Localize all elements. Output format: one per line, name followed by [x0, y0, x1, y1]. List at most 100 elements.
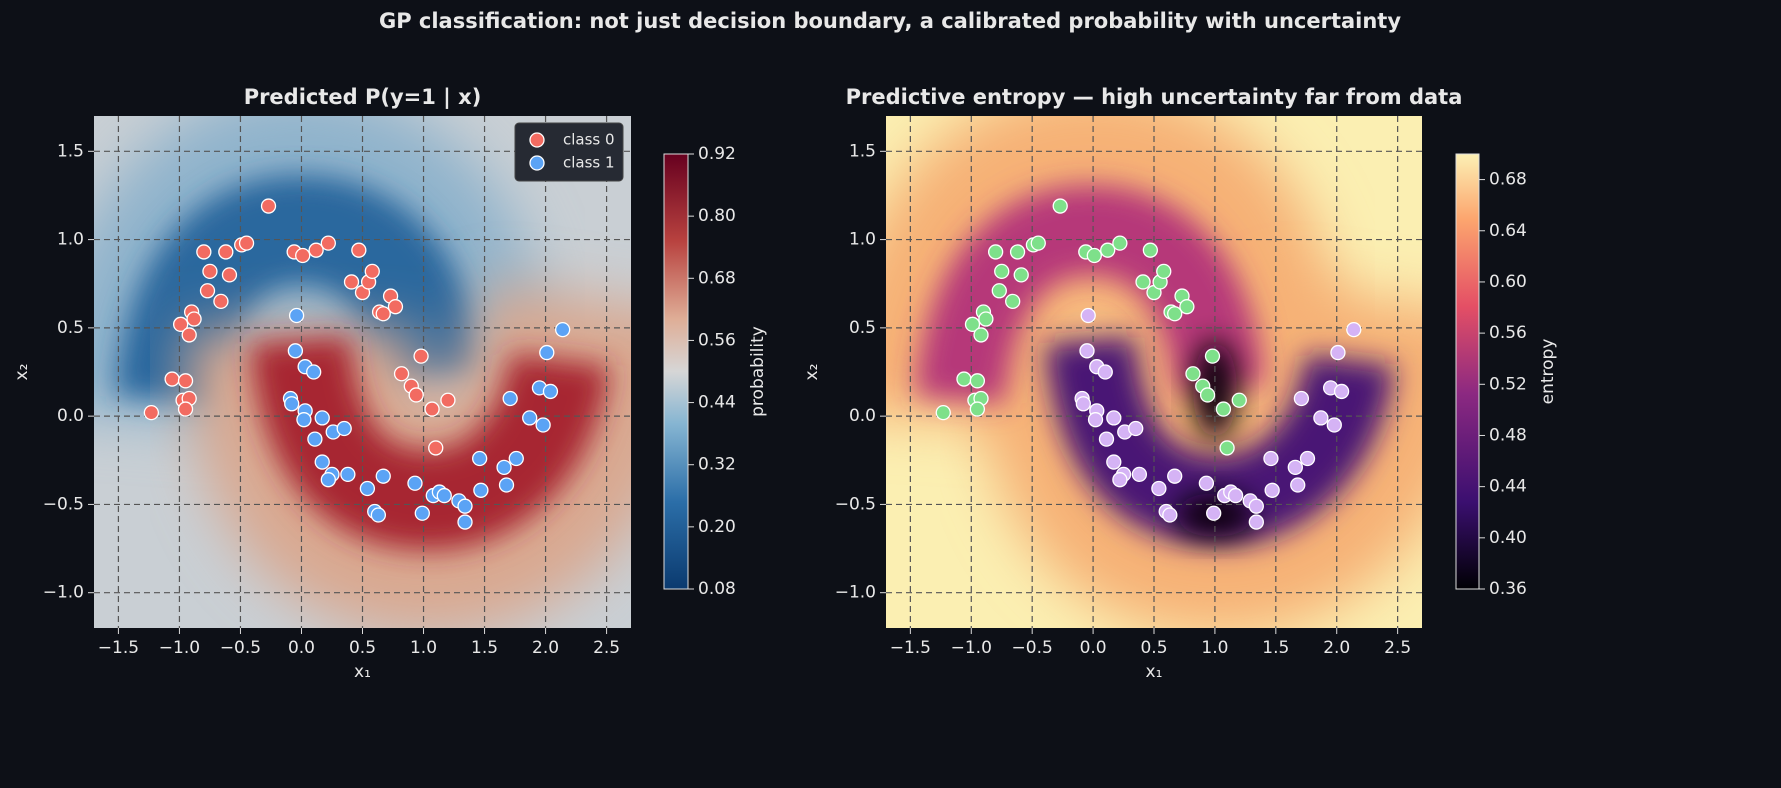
y-tick-label: −1.0: [43, 583, 84, 603]
chart-title: Predicted P(y=1 | x): [244, 85, 482, 110]
data-point: [1079, 343, 1095, 359]
data-point: [177, 373, 194, 389]
data-point: [1206, 505, 1222, 521]
data-point: [173, 316, 189, 332]
data-point: [314, 410, 330, 426]
x-tick-label: 0.5: [349, 638, 376, 658]
colorbar-tick-label: 0.92: [698, 144, 736, 164]
data-point: [186, 311, 202, 327]
data-point: [177, 401, 194, 417]
data-point: [1030, 235, 1046, 251]
data-point: [284, 396, 300, 412]
data-point: [1293, 390, 1310, 407]
colorbar: [1455, 153, 1480, 590]
data-point: [1097, 364, 1113, 380]
data-point: [508, 450, 524, 467]
colorbar-tick-label: 0.32: [698, 455, 736, 475]
data-point: [457, 514, 473, 530]
x-tick-label: −1.5: [98, 638, 139, 658]
data-point: [340, 466, 356, 483]
data-point: [1167, 306, 1183, 322]
x-tick-label: 1.5: [471, 638, 498, 658]
data-point: [414, 505, 430, 521]
y-tick-label: 1.0: [57, 230, 84, 250]
data-point: [1106, 454, 1122, 470]
data-point: [306, 364, 322, 380]
data-point: [1106, 410, 1122, 426]
data-point: [1219, 440, 1235, 456]
data-point: [1087, 412, 1104, 428]
legend-marker: [529, 132, 545, 148]
data-point: [428, 440, 444, 456]
data-point: [314, 454, 330, 470]
data-point: [1198, 475, 1215, 491]
data-point: [393, 366, 410, 382]
colorbar-tick-label: 0.44: [698, 393, 736, 413]
data-point: [1052, 198, 1068, 214]
data-point: [1128, 420, 1144, 437]
colorbar-tick-label: 0.36: [1489, 579, 1527, 599]
data-point: [522, 410, 538, 426]
data-point: [260, 198, 277, 214]
data-point: [196, 244, 212, 260]
data-point: [1086, 247, 1102, 264]
data-point: [1112, 472, 1128, 488]
colorbar-tick-label: 0.20: [698, 517, 736, 537]
data-point: [542, 383, 559, 400]
colorbar-tick-label: 0.68: [1489, 170, 1527, 190]
data-point: [1248, 514, 1264, 530]
data-point: [935, 404, 951, 421]
data-point: [307, 431, 323, 447]
x-tick-label: −1.0: [951, 638, 992, 658]
x-tick-label: −1.5: [890, 638, 931, 658]
x-tick-label: 1.0: [1201, 638, 1228, 658]
data-point: [1009, 244, 1026, 260]
colorbar-tick-label: 0.44: [1489, 477, 1527, 497]
x-tick-label: 2.0: [1323, 638, 1350, 658]
colorbar-tick-label: 0.48: [1489, 425, 1527, 445]
data-point: [407, 475, 423, 491]
data-point: [1263, 450, 1279, 467]
x-tick-label: 1.0: [410, 638, 437, 658]
data-point: [387, 299, 404, 315]
y-axis-label: x₂: [802, 364, 822, 381]
data-point: [336, 420, 352, 437]
data-point: [1299, 450, 1316, 467]
y-axis-label: x₂: [12, 364, 32, 381]
data-point: [359, 480, 376, 497]
data-point: [364, 263, 380, 280]
data-point: [994, 263, 1010, 280]
data-point: [1326, 417, 1342, 433]
data-point: [969, 401, 986, 417]
x-tick-label: 0.0: [288, 638, 315, 658]
data-point: [436, 487, 452, 504]
data-point: [1013, 267, 1029, 283]
data-point: [956, 371, 972, 387]
data-point: [1215, 401, 1232, 417]
data-point: [375, 306, 391, 322]
y-tick-label: 0.5: [849, 318, 876, 338]
data-point: [424, 401, 440, 417]
y-tick-label: −0.5: [43, 494, 84, 514]
legend-label: class 1: [563, 154, 615, 172]
colorbar: [663, 153, 689, 590]
data-point: [1179, 299, 1195, 315]
data-point: [969, 373, 986, 389]
data-point: [1098, 431, 1115, 447]
data-point: [320, 235, 336, 251]
data-point: [496, 459, 512, 475]
data-point: [1112, 235, 1128, 251]
data-point: [535, 417, 551, 433]
legend-marker: [529, 155, 545, 171]
data-point: [1287, 459, 1303, 475]
data-point: [213, 293, 229, 310]
data-point: [295, 247, 311, 264]
data-point: [973, 327, 989, 343]
data-point: [1151, 480, 1167, 497]
data-point: [964, 316, 981, 332]
data-point: [287, 343, 304, 359]
colorbar-label: entropy: [1538, 339, 1558, 405]
data-point: [296, 412, 312, 428]
data-point: [539, 344, 555, 361]
data-point: [1333, 383, 1350, 400]
